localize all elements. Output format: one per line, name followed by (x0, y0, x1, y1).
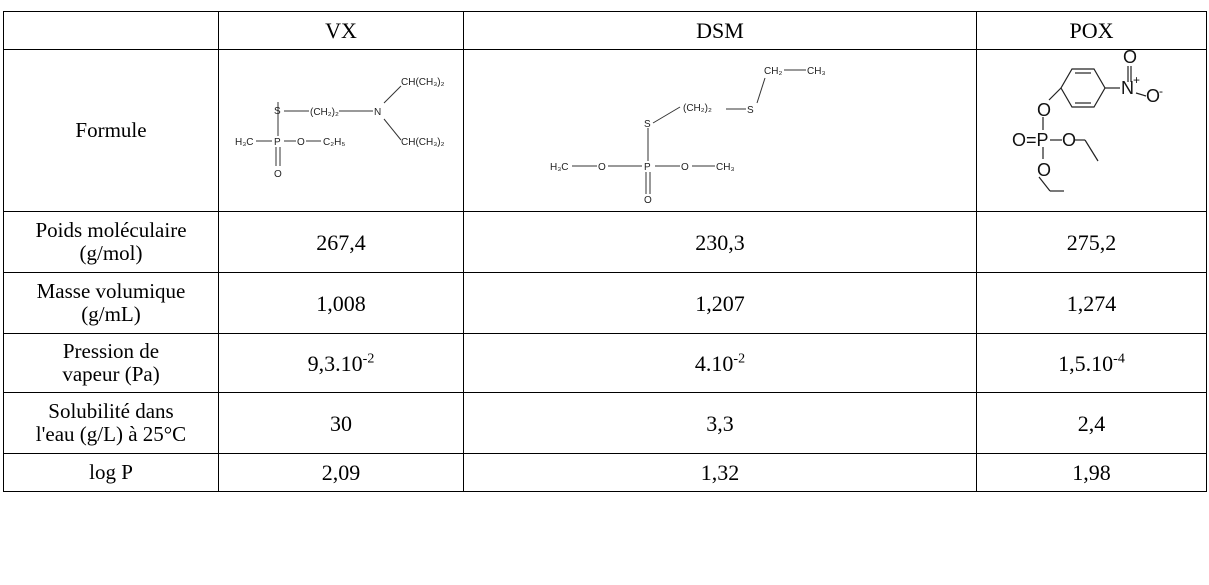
pression-vx-base: 9,3.10 (307, 350, 363, 376)
formule-label: Formule (3, 49, 219, 212)
masse-label-line2: (g/mL) (81, 302, 141, 326)
logp-row: log P 2,09 1,32 1,98 (3, 453, 1207, 492)
pression-vx-exp: -2 (362, 351, 375, 367)
logp-pox: 1,98 (976, 453, 1207, 492)
header-row: VX DSM POX (3, 11, 1207, 50)
vx-atom-o: O (297, 137, 305, 148)
vx-atom-ch2: (CH₂)₂ (310, 107, 339, 118)
vx-atom-c2h5: C₂H₅ (323, 137, 345, 148)
masse-pox: 1,274 (976, 272, 1207, 334)
vx-atom-o-double: O (274, 169, 282, 180)
dsm-atom-ch2: CH₂ (764, 66, 782, 77)
header-vx: VX (218, 11, 464, 50)
pox-atom-op: O=P (1012, 130, 1049, 150)
solubilite-label: Solubilité dans l'eau (g/L) à 25°C (3, 392, 219, 454)
pression-pox-exp: -4 (1113, 351, 1125, 367)
masse-label-line1: Masse volumique (36, 279, 186, 303)
pox-atom-o-ethyl-right: O (1062, 130, 1076, 150)
masse-dsm: 1,207 (463, 272, 977, 334)
pression-vx: 9,3.10-2 (218, 333, 464, 393)
vx-atom-chch3-top: CH(CH₃)₂ (401, 77, 445, 88)
pox-atom-n-charge: + (1133, 73, 1140, 87)
vx-atom-p: P (274, 137, 281, 148)
dsm-atom-ch3-right: CH₃ (716, 162, 735, 173)
poids-pox: 275,2 (976, 211, 1207, 273)
pression-pox-base: 1,5.10 (1058, 350, 1114, 376)
masse-vx: 1,008 (218, 272, 464, 334)
poids-label: Poids moléculaire (g/mol) (3, 211, 219, 273)
pox-structure-cell: O N + O - O O=P O O (976, 47, 1207, 212)
logp-dsm: 1,32 (463, 453, 977, 492)
pression-dsm-base: 4.10 (694, 350, 734, 376)
vx-atom-s: S (274, 106, 281, 117)
header-empty-cell (3, 11, 219, 50)
dsm-atom-s-left: S (644, 119, 651, 130)
poids-row: Poids moléculaire (g/mol) 267,4 230,3 27… (3, 211, 1207, 273)
pox-atom-o-ethyl-bottom: O (1037, 160, 1051, 180)
solubilite-dsm: 3,3 (463, 392, 977, 454)
vx-atom-chch3-bottom: CH(CH₃)₂ (401, 137, 445, 148)
dsm-atom-o-double: O (644, 195, 652, 203)
pression-dsm-exp: -2 (733, 351, 746, 367)
header-pox: POX (976, 11, 1207, 50)
dsm-atom-ch2-chain: (CH₂)₂ (683, 103, 712, 114)
pox-atom-o-aryl: O (1037, 100, 1051, 120)
pression-label-line1: Pression de (62, 339, 160, 363)
pox-atom-n: N (1121, 78, 1134, 98)
header-dsm: DSM (463, 11, 977, 50)
properties-table: VX DSM POX Formule (3, 11, 1207, 492)
dsm-atom-ch3-top: CH₃ (807, 66, 826, 77)
solubilite-pox: 2,4 (976, 392, 1207, 454)
dsm-structure-cell: CH₂ CH₃ (CH₂)₂ S S H₃C O P O CH₃ O (463, 49, 977, 212)
pression-row: Pression de vapeur (Pa) 9,3.10-2 4.10-2 … (3, 333, 1207, 393)
dsm-atom-p: P (644, 162, 651, 173)
pox-atom-o-minus: O (1146, 86, 1160, 106)
logp-vx: 2,09 (218, 453, 464, 492)
vx-structure-cell: S (CH₂)₂ N CH(CH₃)₂ CH(CH₃)₂ H₃C P O C₂H… (218, 49, 464, 212)
dsm-structure: CH₂ CH₃ (CH₂)₂ S S H₃C O P O CH₃ O (550, 66, 826, 206)
pression-label-line2: vapeur (Pa) (62, 362, 160, 386)
masse-label: Masse volumique (g/mL) (3, 272, 219, 334)
pression-label: Pression de vapeur (Pa) (3, 333, 219, 393)
vx-structure: S (CH₂)₂ N CH(CH₃)₂ CH(CH₃)₂ H₃C P O C₂H… (235, 77, 445, 180)
pox-structure: O N + O - O O=P O O (1012, 47, 1163, 192)
dsm-atom-s-right: S (747, 105, 754, 116)
vx-atom-h3c: H₃C (235, 137, 254, 148)
pression-dsm: 4.10-2 (463, 333, 977, 393)
solubilite-row: Solubilité dans l'eau (g/L) à 25°C 30 3,… (3, 392, 1207, 454)
poids-vx: 267,4 (218, 211, 464, 273)
pression-pox: 1,5.10-4 (976, 333, 1207, 393)
poids-label-line1: Poids moléculaire (35, 218, 187, 242)
solubilite-vx: 30 (218, 392, 464, 454)
pox-atom-o-top: O (1123, 50, 1137, 67)
masse-row: Masse volumique (g/mL) 1,008 1,207 1,274 (3, 272, 1207, 334)
pox-atom-o-charge: - (1159, 84, 1163, 98)
solubilite-label-line1: Solubilité dans (48, 399, 174, 423)
dsm-atom-o-left: O (598, 162, 606, 173)
formula-row: Formule S (CH₂)₂ (3, 47, 1207, 212)
dsm-atom-h3c: H₃C (550, 162, 569, 173)
dsm-atom-o-right: O (681, 162, 689, 173)
logp-label: log P (3, 453, 219, 492)
poids-dsm: 230,3 (463, 211, 977, 273)
vx-atom-n: N (374, 107, 381, 118)
solubilite-label-line2: l'eau (g/L) à 25°C (35, 422, 187, 446)
poids-label-line2: (g/mol) (79, 241, 143, 265)
